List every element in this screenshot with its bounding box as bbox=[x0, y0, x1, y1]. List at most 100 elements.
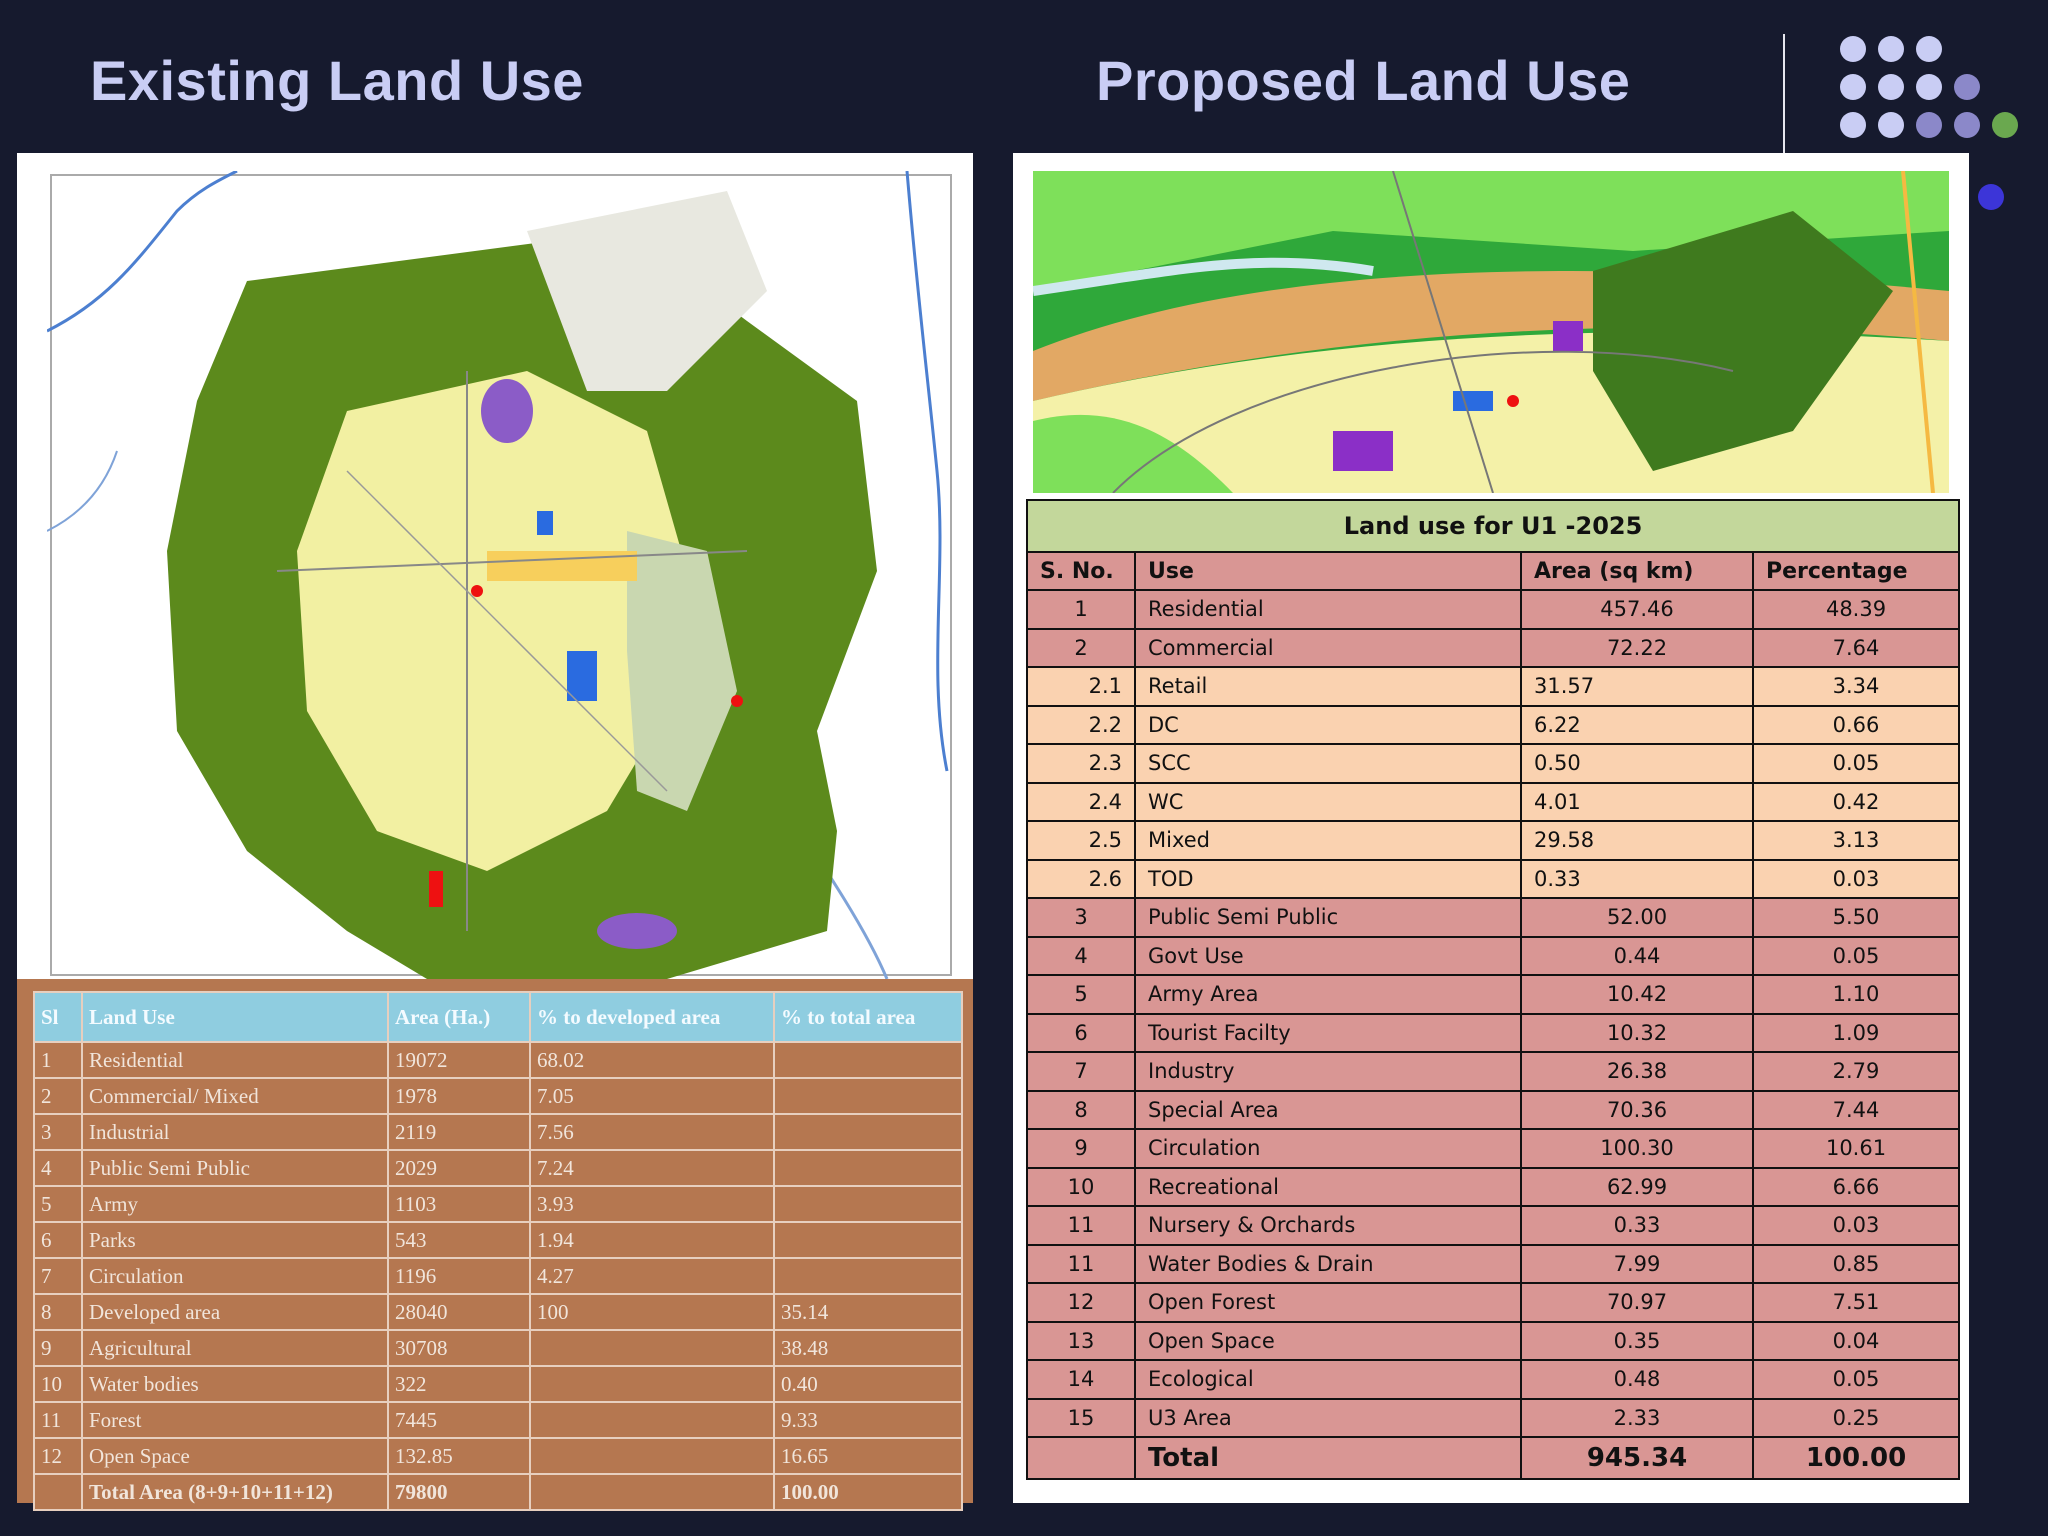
table-row: 11 Water Bodies & Drain 7.99 0.85 bbox=[1026, 1243, 1961, 1284]
existing-land-use-title: Existing Land Use bbox=[90, 49, 584, 112]
table-cell: Mixed bbox=[1134, 820, 1522, 861]
table-row: 7 Circulation 1196 4.27 bbox=[33, 1257, 963, 1295]
table-row: 9 Agricultural 30708 38.48 bbox=[33, 1329, 963, 1367]
table-cell: 3.34 bbox=[1751, 666, 1961, 707]
table-cell: 13 bbox=[1026, 1320, 1136, 1361]
table-cell: 29.58 bbox=[1520, 820, 1754, 861]
decorative-dot bbox=[1916, 36, 1942, 62]
table-cell: Public Semi Public bbox=[1134, 897, 1522, 938]
header-cell: Use bbox=[1134, 551, 1522, 591]
table-cell: Total Area (8+9+10+11+12) bbox=[81, 1473, 389, 1511]
table-cell: 2 bbox=[33, 1077, 83, 1115]
table-cell: Circulation bbox=[1134, 1128, 1522, 1169]
table-cell: Ecological bbox=[1134, 1359, 1522, 1400]
decorative-dot bbox=[1878, 112, 1904, 138]
table-cell: 68.02 bbox=[529, 1041, 775, 1079]
table-cell: 6 bbox=[1026, 1012, 1136, 1053]
header-cell: Percentage bbox=[1751, 551, 1961, 591]
header-cell: % to total area bbox=[773, 991, 963, 1043]
table-cell bbox=[529, 1401, 775, 1439]
table-row: 2 Commercial 72.22 7.64 bbox=[1026, 627, 1961, 668]
table-cell: 3 bbox=[33, 1113, 83, 1151]
table-cell bbox=[529, 1365, 775, 1403]
header-cell: % to developed area bbox=[529, 991, 775, 1043]
table-cell: 0.66 bbox=[1751, 704, 1961, 745]
table-cell: 2.79 bbox=[1751, 1051, 1961, 1092]
table-cell bbox=[529, 1437, 775, 1475]
table-cell: 0.40 bbox=[773, 1365, 963, 1403]
table-cell: 16.65 bbox=[773, 1437, 963, 1475]
table-cell: 1196 bbox=[387, 1257, 531, 1295]
table-cell: 35.14 bbox=[773, 1293, 963, 1331]
table-cell: 1.09 bbox=[1751, 1012, 1961, 1053]
table-row: 11 Forest 7445 9.33 bbox=[33, 1401, 963, 1439]
table-cell: 10 bbox=[1026, 1166, 1136, 1207]
table-row: 4 Govt Use 0.44 0.05 bbox=[1026, 935, 1961, 976]
table-cell: Industrial bbox=[81, 1113, 389, 1151]
table-cell: Nursery & Orchards bbox=[1134, 1205, 1522, 1246]
table-cell: 0.04 bbox=[1751, 1320, 1961, 1361]
table-cell: 3.13 bbox=[1751, 820, 1961, 861]
table-cell: 0.44 bbox=[1520, 935, 1754, 976]
table-cell: 5 bbox=[33, 1185, 83, 1223]
table-row: 5 Army 1103 3.93 bbox=[33, 1185, 963, 1223]
table-row: 5 Army Area 10.42 1.10 bbox=[1026, 974, 1961, 1015]
table-cell: 7.05 bbox=[529, 1077, 775, 1115]
table-cell: 7.99 bbox=[1520, 1243, 1754, 1284]
table-cell: 3.93 bbox=[529, 1185, 775, 1223]
table-cell: 8 bbox=[33, 1293, 83, 1331]
table-row: 11 Nursery & Orchards 0.33 0.03 bbox=[1026, 1205, 1961, 1246]
table-total-row: Total 945.34 100.00 bbox=[1026, 1436, 1961, 1480]
table-cell: 543 bbox=[387, 1221, 531, 1259]
table-row: 6 Tourist Facilty 10.32 1.09 bbox=[1026, 1012, 1961, 1053]
table-cell: Industry bbox=[1134, 1051, 1522, 1092]
table-cell: Recreational bbox=[1134, 1166, 1522, 1207]
table-row: 10 Recreational 62.99 6.66 bbox=[1026, 1166, 1961, 1207]
table-cell: 10 bbox=[33, 1365, 83, 1403]
table-cell: 12 bbox=[33, 1437, 83, 1475]
table-cell: WC bbox=[1134, 781, 1522, 822]
table-cell: 19072 bbox=[387, 1041, 531, 1079]
table-cell bbox=[529, 1329, 775, 1367]
proposed-land-use-panel: Land use for U1 -2025 S. No. Use Area (s… bbox=[1013, 153, 1969, 1503]
table-total-row: Total Area (8+9+10+11+12) 79800 100.00 bbox=[33, 1473, 963, 1511]
table-cell: 100 bbox=[529, 1293, 775, 1331]
table-cell: SCC bbox=[1134, 743, 1522, 784]
table-cell: 6 bbox=[33, 1221, 83, 1259]
table-cell: 0.05 bbox=[1751, 743, 1961, 784]
table-cell: 72.22 bbox=[1520, 627, 1754, 668]
table-cell: 15 bbox=[1026, 1397, 1136, 1438]
table-cell: U3 Area bbox=[1134, 1397, 1522, 1438]
table-cell: 7.64 bbox=[1751, 627, 1961, 668]
table-row: 2.3 SCC 0.50 0.05 bbox=[1026, 743, 1961, 784]
table-cell: 11 bbox=[33, 1401, 83, 1439]
table-cell: 6.66 bbox=[1751, 1166, 1961, 1207]
header-cell: Land Use bbox=[81, 991, 389, 1043]
table-cell: 0.48 bbox=[1520, 1359, 1754, 1400]
table-cell: 1.10 bbox=[1751, 974, 1961, 1015]
table-cell: 0.33 bbox=[1520, 1205, 1754, 1246]
table-cell: 945.34 bbox=[1520, 1436, 1754, 1480]
table-cell: Water Bodies & Drain bbox=[1134, 1243, 1522, 1284]
table-row: 2.4 WC 4.01 0.42 bbox=[1026, 781, 1961, 822]
table-cell: 1103 bbox=[387, 1185, 531, 1223]
header-cell: Sl bbox=[33, 991, 83, 1043]
table-cell bbox=[773, 1257, 963, 1295]
table-cell: 5.50 bbox=[1751, 897, 1961, 938]
table-row: 4 Public Semi Public 2029 7.24 bbox=[33, 1149, 963, 1187]
table-cell bbox=[773, 1185, 963, 1223]
table-row: 15 U3 Area 2.33 0.25 bbox=[1026, 1397, 1961, 1438]
decorative-dot bbox=[1840, 36, 1866, 62]
table-cell: 28040 bbox=[387, 1293, 531, 1331]
decorative-dot bbox=[1992, 112, 2018, 138]
table-cell: 3 bbox=[1026, 897, 1136, 938]
table-cell: Agricultural bbox=[81, 1329, 389, 1367]
table-cell: 30708 bbox=[387, 1329, 531, 1367]
decorative-dot bbox=[1978, 184, 2004, 210]
table-cell bbox=[773, 1221, 963, 1259]
decorative-dot bbox=[1916, 112, 1942, 138]
existing-land-use-table-container: Sl Land Use Area (Ha.) % to developed ar… bbox=[17, 979, 973, 1511]
table-cell: 12 bbox=[1026, 1282, 1136, 1323]
table-cell: 9 bbox=[33, 1329, 83, 1367]
decorative-dot bbox=[1878, 36, 1904, 62]
